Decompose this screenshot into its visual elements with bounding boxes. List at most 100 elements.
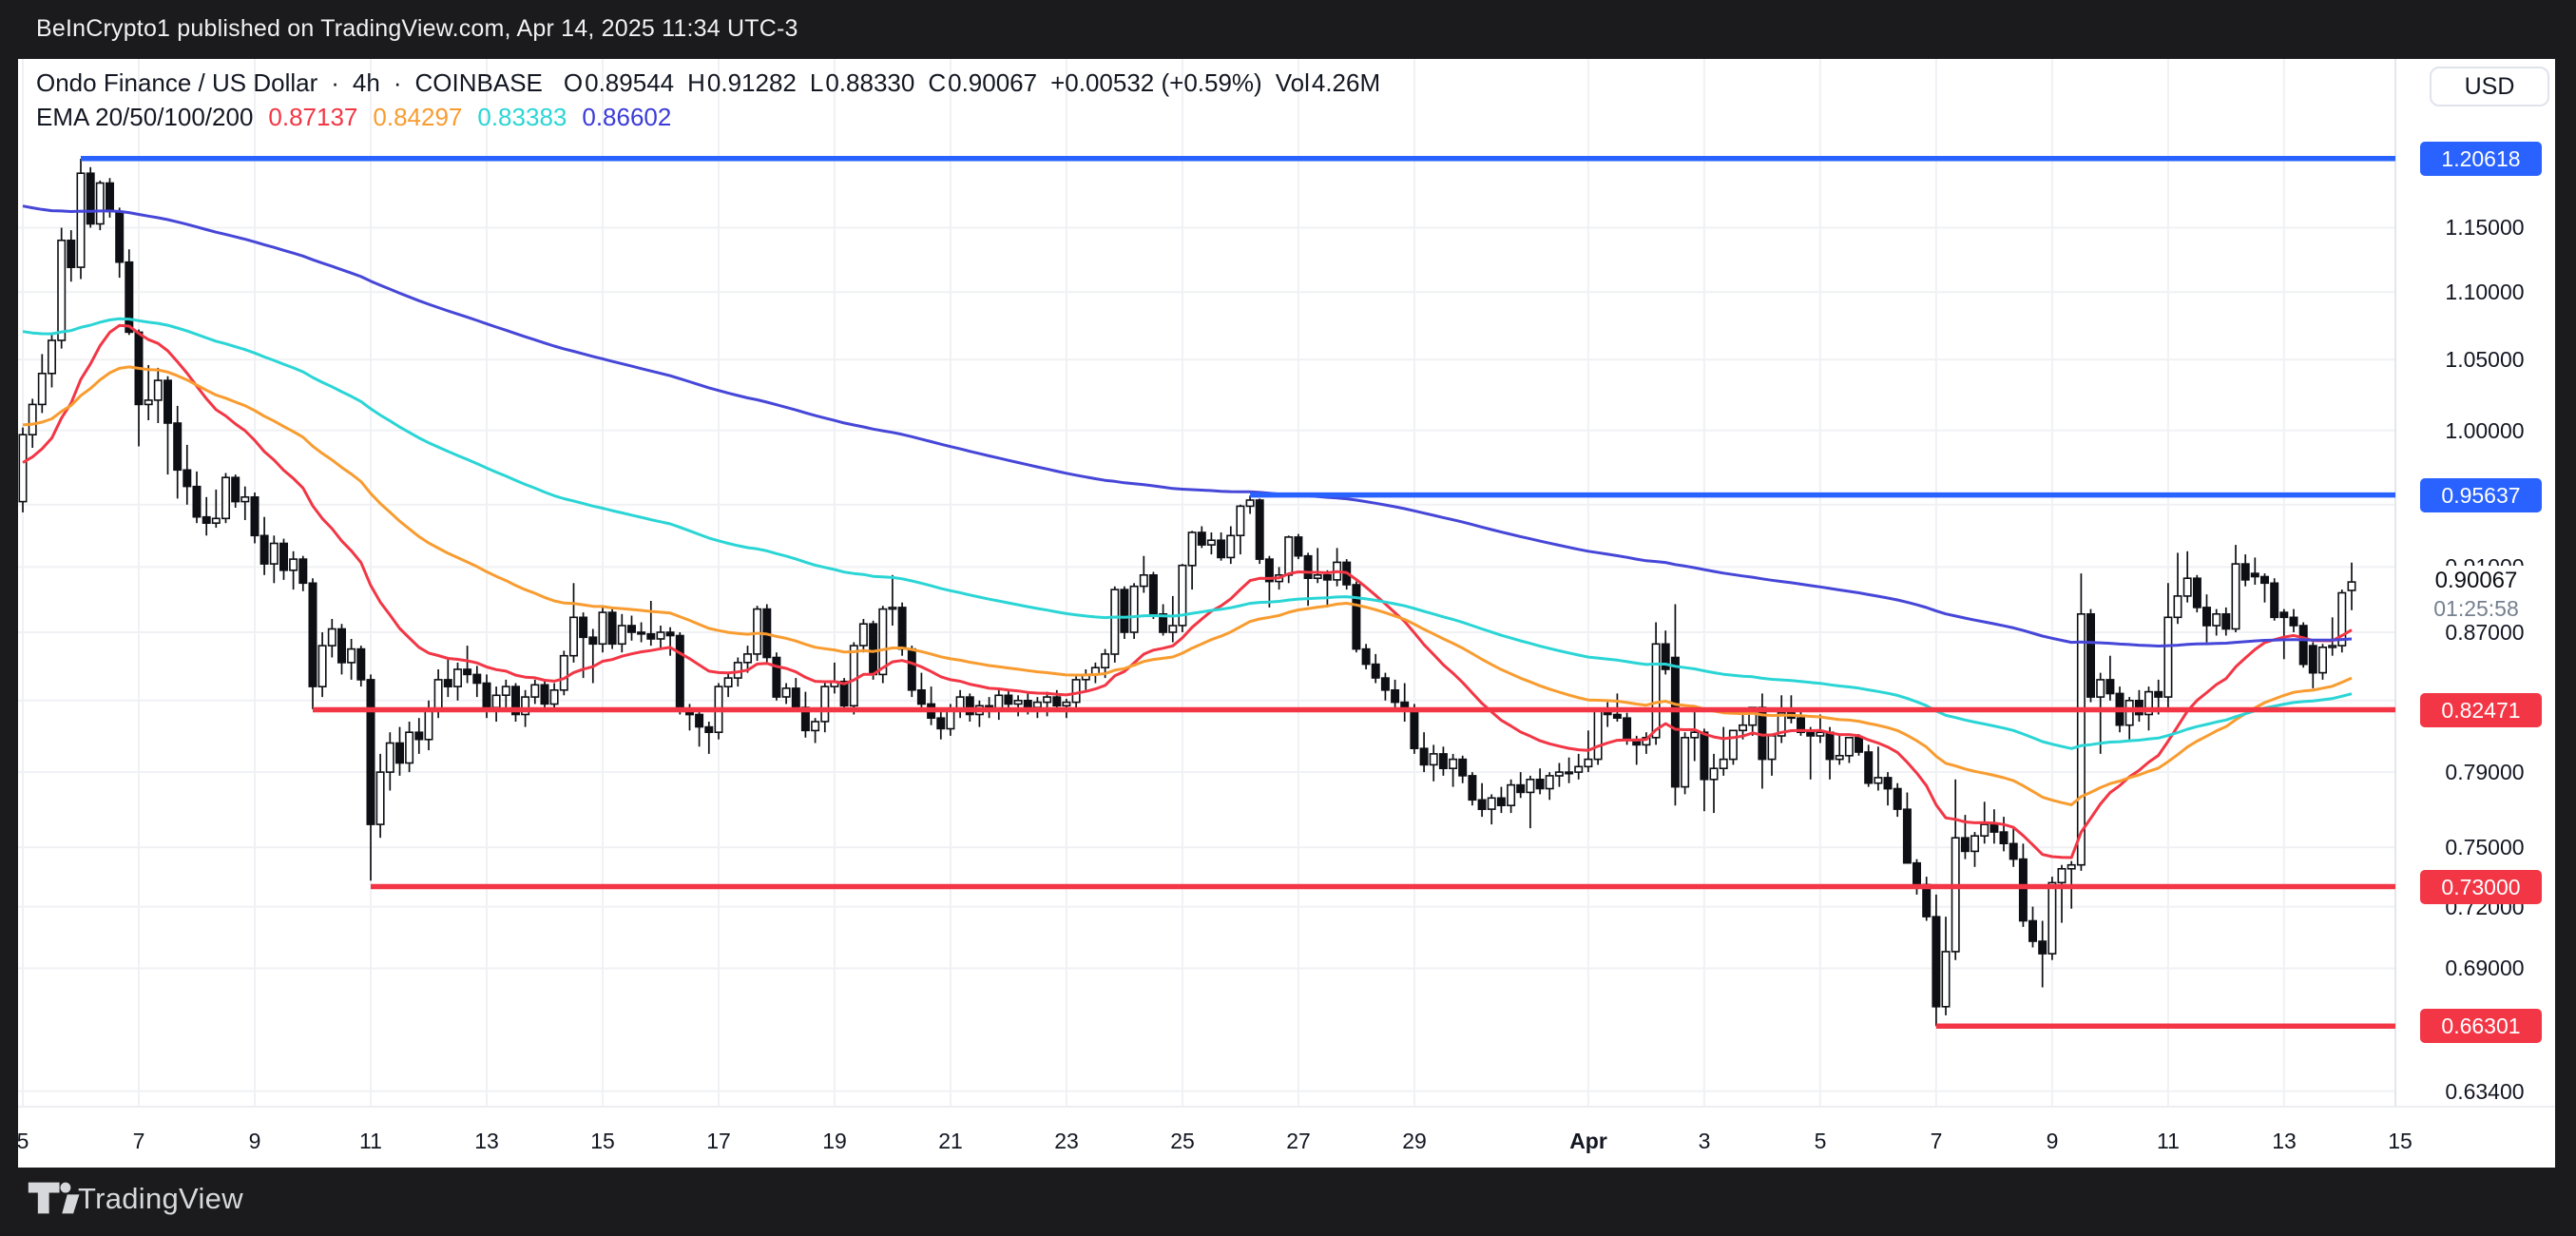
candlestick xyxy=(1767,735,1777,776)
candlestick xyxy=(144,365,153,420)
candlestick xyxy=(974,700,984,727)
candlestick xyxy=(568,583,578,663)
candlestick xyxy=(1835,735,1844,765)
candlestick xyxy=(1110,586,1120,663)
ema-values: 0.87137 0.84297 0.83383 0.86602 xyxy=(268,103,671,132)
candlestick xyxy=(2038,920,2047,988)
candlestick xyxy=(394,726,404,776)
candlestick xyxy=(1728,729,1738,765)
price-tick: 1.10000 xyxy=(2445,280,2525,304)
candlestick xyxy=(607,608,617,649)
candlestick xyxy=(1187,531,1197,590)
candlestick xyxy=(1526,775,1535,829)
date-label: 21 xyxy=(938,1129,963,1153)
candlestick xyxy=(211,489,221,529)
candlestick xyxy=(269,535,279,584)
candlestick xyxy=(2212,608,2221,636)
candlestick xyxy=(472,666,482,698)
price-tick: 0.87000 xyxy=(2445,620,2525,645)
candlestick xyxy=(1013,695,1023,717)
date-label: 15 xyxy=(2388,1129,2413,1153)
level-price-label: 0.82471 xyxy=(2420,693,2542,727)
candlestick xyxy=(791,678,800,711)
candlestick xyxy=(772,652,781,701)
candlestick xyxy=(858,619,868,653)
last-price-label: 0.90067 01:25:58 xyxy=(2397,566,2555,624)
candlestick xyxy=(1574,753,1584,780)
candlestick xyxy=(1719,726,1728,776)
candlestick xyxy=(1883,772,1893,806)
candlestick xyxy=(1496,786,1506,814)
candlestick xyxy=(637,622,646,643)
price-tick: 0.75000 xyxy=(2445,835,2525,859)
candlestick xyxy=(1139,555,1148,593)
candlestick xyxy=(192,471,202,524)
candlestick xyxy=(1352,581,1361,653)
candlestick xyxy=(1487,794,1496,825)
candlestick xyxy=(2260,573,2270,603)
candlestick xyxy=(540,679,549,711)
candlestick xyxy=(1777,695,1786,744)
candlestick xyxy=(2076,573,2086,871)
candlestick xyxy=(2086,608,2096,703)
candlestick xyxy=(1554,763,1564,787)
candlestick xyxy=(452,662,462,701)
candlestick xyxy=(1333,548,1342,587)
candlestick xyxy=(405,722,414,773)
candlestick xyxy=(1081,669,1090,690)
candlestick xyxy=(2289,608,2298,632)
date-label: 13 xyxy=(474,1129,499,1153)
candlestick xyxy=(1661,630,1670,675)
candlestick xyxy=(414,718,424,754)
candlestick xyxy=(665,627,675,656)
candlestick xyxy=(830,662,839,694)
candlestick xyxy=(2047,877,2057,960)
candlestick xyxy=(2057,864,2067,923)
candlestick xyxy=(549,683,559,709)
candlestick xyxy=(927,686,936,725)
candlestick xyxy=(646,601,656,647)
candlestick xyxy=(2347,562,2356,610)
tradingview-brand-text[interactable]: TradingView xyxy=(78,1182,243,1215)
candlestick xyxy=(1951,779,1960,960)
candlestick xyxy=(1303,552,1313,607)
candlestick xyxy=(375,753,385,839)
tradingview-logo-icon[interactable] xyxy=(27,1179,84,1217)
candlestick xyxy=(1090,662,1100,684)
candlestick xyxy=(37,354,47,414)
candlestick xyxy=(1507,779,1516,814)
candlestick xyxy=(1361,644,1371,669)
candlestick xyxy=(2318,644,2328,680)
candlestick xyxy=(1681,732,1690,795)
date-label: 9 xyxy=(2046,1129,2059,1153)
ema-line-20 xyxy=(22,323,2353,859)
candlestick xyxy=(1941,917,1951,1015)
candlestick xyxy=(1391,679,1400,708)
candlestick xyxy=(1322,570,1332,608)
candlestick xyxy=(1874,746,1883,791)
candlestick xyxy=(250,492,260,544)
candlestick xyxy=(1477,782,1487,818)
candlestick xyxy=(907,646,916,698)
date-label: 27 xyxy=(1286,1129,1311,1153)
candlestick xyxy=(67,230,76,282)
candlestick xyxy=(1236,504,1245,555)
candlestick xyxy=(1168,595,1178,643)
candlestick xyxy=(1226,526,1236,565)
candlestick xyxy=(1071,676,1081,708)
candlestick xyxy=(1535,768,1545,795)
ema-line-200 xyxy=(22,204,2353,647)
currency-usd-button[interactable]: USD xyxy=(2430,67,2549,106)
interval-label: 4h xyxy=(352,68,380,97)
candlestick xyxy=(1206,532,1216,555)
candlestick xyxy=(955,689,965,719)
candlestick xyxy=(1999,817,2009,852)
candlestick xyxy=(510,683,520,722)
candlestick xyxy=(385,732,394,791)
candlestick xyxy=(1458,755,1468,783)
candlestick xyxy=(742,646,752,673)
candlestick xyxy=(2231,545,2240,632)
candlestick xyxy=(18,427,28,512)
